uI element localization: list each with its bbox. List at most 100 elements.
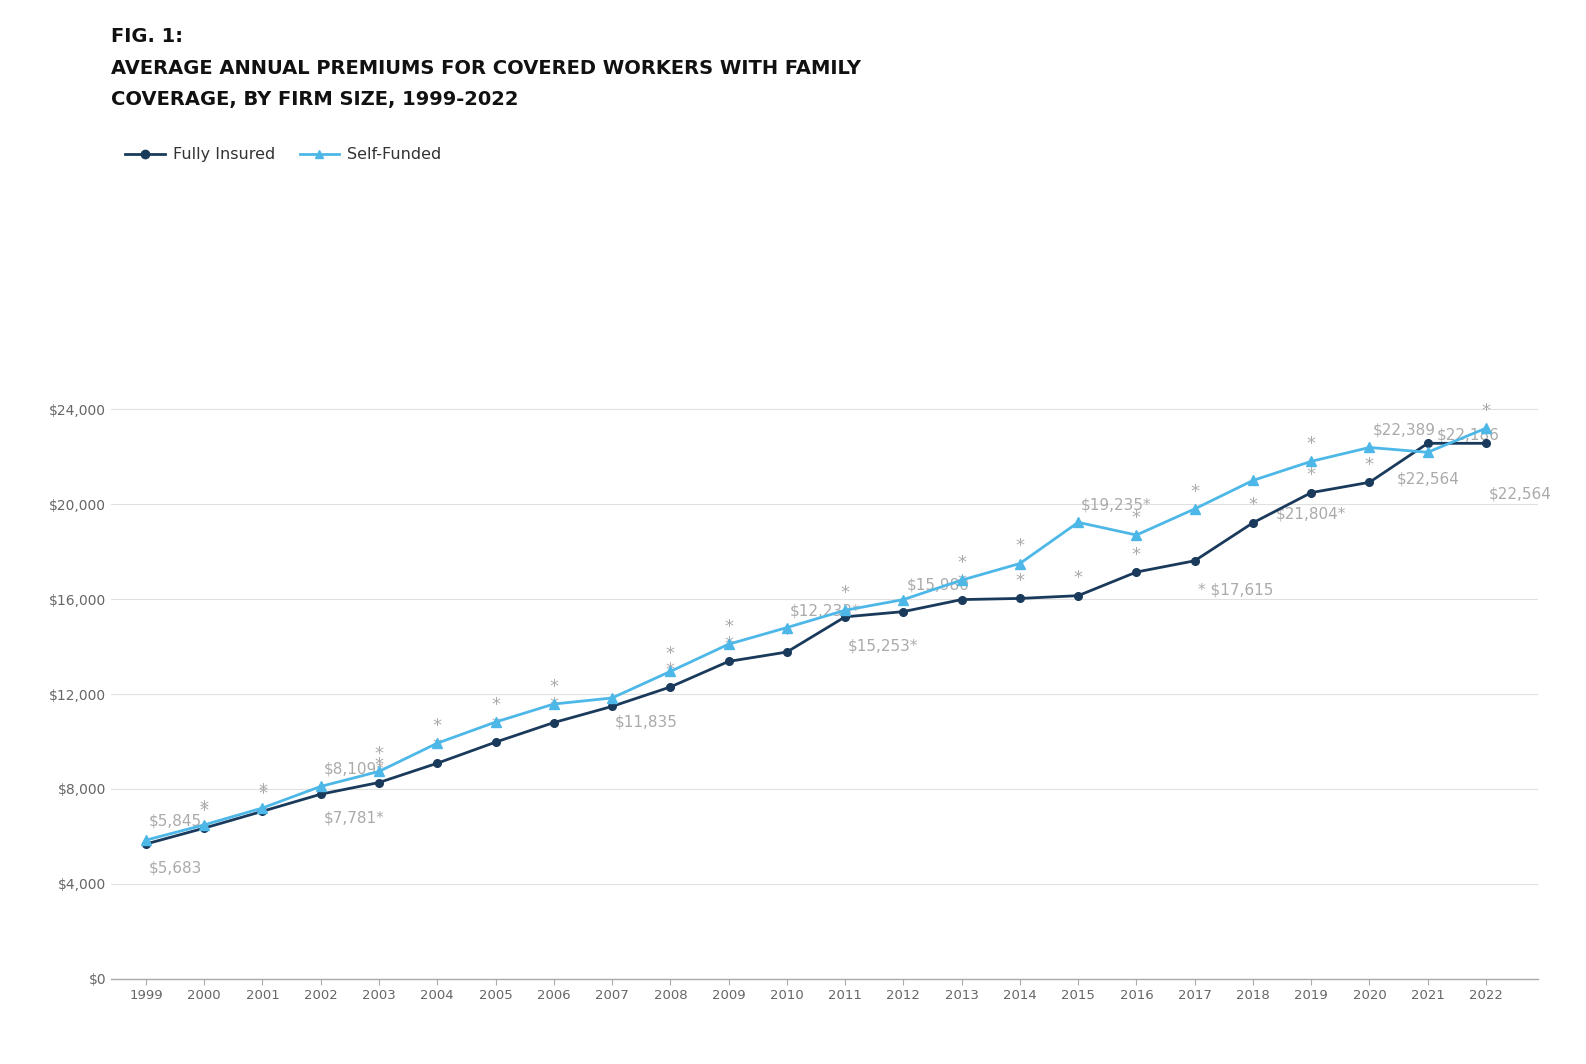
Fully Insured bbox=[428, 757, 447, 769]
Fully Insured bbox=[836, 611, 855, 624]
Self-Funded bbox=[1302, 455, 1321, 468]
Self-Funded bbox=[311, 780, 330, 793]
Text: * $17,615: * $17,615 bbox=[1197, 582, 1274, 597]
Self-Funded bbox=[254, 801, 273, 814]
Text: *: * bbox=[1074, 569, 1083, 587]
Text: AVERAGE ANNUAL PREMIUMS FOR COVERED WORKERS WITH FAMILY: AVERAGE ANNUAL PREMIUMS FOR COVERED WORK… bbox=[111, 59, 861, 78]
Text: $19,235*: $19,235* bbox=[1082, 498, 1151, 513]
Fully Insured bbox=[895, 605, 914, 618]
Text: *: * bbox=[492, 716, 500, 734]
Text: *: * bbox=[1366, 456, 1373, 473]
Self-Funded bbox=[428, 736, 447, 749]
Text: *: * bbox=[956, 554, 966, 571]
Text: *: * bbox=[433, 717, 442, 735]
Self-Funded bbox=[1359, 442, 1378, 454]
Text: $8,109*: $8,109* bbox=[324, 762, 384, 777]
Fully Insured bbox=[485, 736, 504, 749]
Self-Funded bbox=[136, 834, 155, 847]
Fully Insured bbox=[603, 700, 622, 713]
Self-Funded bbox=[195, 818, 214, 831]
Text: *: * bbox=[374, 757, 384, 775]
Fully Insured bbox=[1185, 554, 1204, 567]
Fully Insured bbox=[661, 681, 680, 694]
Self-Funded bbox=[370, 765, 389, 778]
Line: Self-Funded: Self-Funded bbox=[141, 423, 1491, 845]
Text: *: * bbox=[841, 584, 850, 602]
Text: FIG. 1:: FIG. 1: bbox=[111, 27, 182, 46]
Text: *: * bbox=[1132, 546, 1140, 564]
Fully Insured bbox=[370, 776, 389, 788]
Fully Insured bbox=[254, 804, 273, 817]
Text: *: * bbox=[1190, 483, 1199, 501]
Fully Insured bbox=[952, 594, 971, 606]
Self-Funded bbox=[661, 665, 680, 678]
Text: $22,564: $22,564 bbox=[1489, 486, 1551, 501]
Text: *: * bbox=[492, 696, 500, 714]
Legend: Fully Insured, Self-Funded: Fully Insured, Self-Funded bbox=[119, 142, 449, 169]
Text: *: * bbox=[666, 645, 674, 663]
Self-Funded bbox=[895, 594, 914, 606]
Text: *: * bbox=[549, 696, 558, 714]
Fully Insured bbox=[1010, 592, 1029, 604]
Text: *: * bbox=[1132, 509, 1140, 527]
Self-Funded bbox=[1477, 421, 1496, 434]
Text: COVERAGE, BY FIRM SIZE, 1999-2022: COVERAGE, BY FIRM SIZE, 1999-2022 bbox=[111, 90, 519, 110]
Self-Funded bbox=[1243, 475, 1262, 487]
Text: *: * bbox=[259, 782, 266, 800]
Text: *: * bbox=[200, 798, 209, 816]
Text: *: * bbox=[433, 737, 442, 755]
Self-Funded bbox=[485, 716, 504, 729]
Fully Insured bbox=[718, 655, 737, 668]
Line: Fully Insured: Fully Insured bbox=[143, 439, 1489, 848]
Fully Insured bbox=[1128, 566, 1147, 579]
Fully Insured bbox=[1069, 589, 1088, 602]
Self-Funded bbox=[1185, 502, 1204, 515]
Self-Funded bbox=[603, 692, 622, 704]
Self-Funded bbox=[1010, 558, 1029, 570]
Text: *: * bbox=[259, 785, 266, 803]
Text: $11,835: $11,835 bbox=[615, 715, 677, 730]
Text: *: * bbox=[1015, 572, 1025, 591]
Fully Insured bbox=[1477, 437, 1496, 450]
Text: $22,389: $22,389 bbox=[1372, 423, 1435, 438]
Text: $7,781*: $7,781* bbox=[324, 811, 384, 826]
Text: *: * bbox=[374, 745, 384, 763]
Text: *: * bbox=[725, 618, 733, 636]
Fully Insured bbox=[136, 837, 155, 850]
Text: $15,980: $15,980 bbox=[906, 578, 969, 593]
Text: *: * bbox=[1481, 402, 1491, 420]
Text: $15,253*: $15,253* bbox=[849, 638, 918, 653]
Text: *: * bbox=[1307, 466, 1316, 484]
Self-Funded bbox=[777, 621, 796, 634]
Self-Funded bbox=[544, 698, 563, 711]
Fully Insured bbox=[1359, 476, 1378, 488]
Text: *: * bbox=[1307, 435, 1316, 453]
Fully Insured bbox=[311, 787, 330, 800]
Text: $21,804*: $21,804* bbox=[1277, 506, 1347, 521]
Self-Funded bbox=[718, 637, 737, 650]
Self-Funded bbox=[1418, 446, 1437, 459]
Text: *: * bbox=[1248, 497, 1258, 515]
Fully Insured bbox=[777, 646, 796, 659]
Text: $22,186: $22,186 bbox=[1437, 428, 1499, 443]
Text: *: * bbox=[1015, 537, 1025, 555]
Text: *: * bbox=[782, 626, 791, 644]
Text: *: * bbox=[666, 661, 674, 679]
Fully Insured bbox=[1302, 486, 1321, 499]
Text: *: * bbox=[725, 635, 733, 653]
Text: *: * bbox=[200, 802, 209, 819]
Fully Insured bbox=[1243, 516, 1262, 529]
Fully Insured bbox=[195, 821, 214, 834]
Text: $5,845: $5,845 bbox=[149, 813, 201, 828]
Self-Funded bbox=[1128, 529, 1147, 542]
Text: $5,683: $5,683 bbox=[149, 861, 203, 876]
Self-Funded bbox=[836, 604, 855, 617]
Text: $12,233*: $12,233* bbox=[790, 603, 860, 618]
Self-Funded bbox=[952, 573, 971, 586]
Self-Funded bbox=[1069, 516, 1088, 529]
Text: *: * bbox=[956, 573, 966, 592]
Fully Insured bbox=[1418, 437, 1437, 450]
Fully Insured bbox=[544, 716, 563, 729]
Text: $22,564: $22,564 bbox=[1396, 471, 1459, 487]
Text: *: * bbox=[549, 678, 558, 696]
